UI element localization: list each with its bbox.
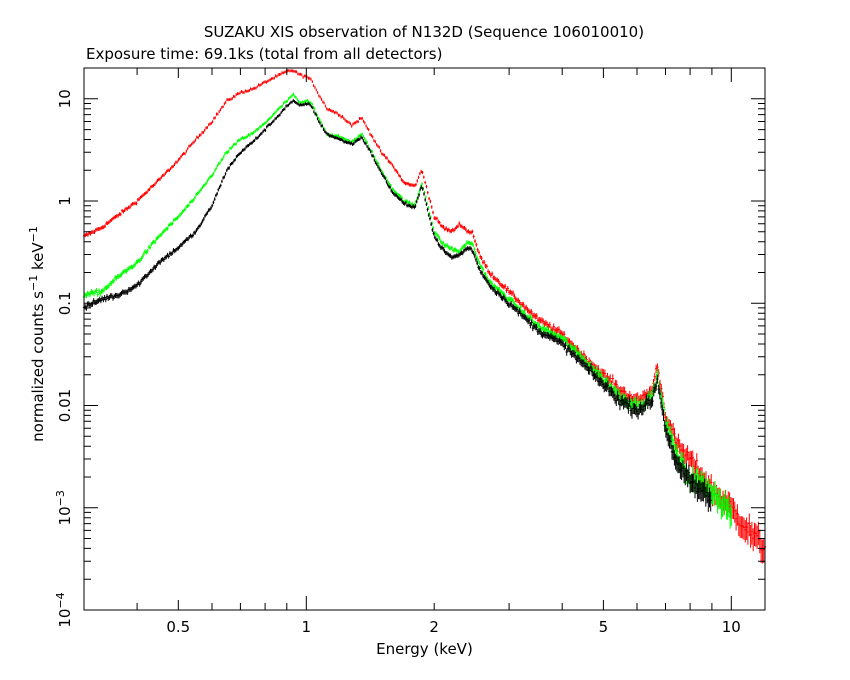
plot-frame (83, 67, 766, 611)
axis-ticks (83, 67, 765, 611)
y-axis-label-sup2: −1 (27, 226, 40, 242)
y-tick-label-base: 10 (56, 506, 74, 525)
y-tick-label: 10−3 (54, 490, 74, 525)
y-tick-label-base: 10 (56, 89, 74, 108)
series-layer (82, 69, 767, 564)
chart-subtitle: Exposure time: 69.1ks (total from all de… (86, 45, 443, 63)
x-tick-label: 0.5 (166, 618, 190, 636)
y-tick-label: 0.1 (56, 291, 74, 315)
y-axis-label-sup1: −1 (27, 275, 40, 291)
x-tick-label: 5 (599, 618, 609, 636)
y-tick-label: 10 (56, 89, 74, 108)
y-axis-label-prefix: normalized counts s (29, 291, 47, 442)
y-axis-label-middle: keV (29, 242, 47, 275)
y-tick-label: 1 (56, 196, 74, 206)
series-error-bars (83, 69, 767, 564)
x-axis-label: Energy (keV) (376, 640, 473, 658)
tick-layer (83, 67, 765, 611)
data-series (83, 69, 767, 564)
x-tick-label: 1 (302, 618, 312, 636)
y-tick-label-base: 1 (56, 196, 74, 206)
x-tick-label: 2 (429, 618, 439, 636)
y-tick-label-base: 0.1 (56, 291, 74, 315)
y-tick-label-exponent: −4 (54, 592, 67, 608)
chart-title: SUZAKU XIS observation of N132D (Sequenc… (203, 23, 645, 41)
y-tick-label: 10−4 (54, 592, 74, 627)
y-axis-label: normalized counts s−1 keV−1 (27, 226, 47, 442)
y-tick-label-base: 0.01 (56, 389, 74, 422)
x-tick-label: 10 (722, 618, 741, 636)
y-tick-label: 0.01 (56, 389, 74, 422)
y-tick-label-exponent: −3 (54, 490, 67, 506)
y-tick-label-base: 10 (56, 609, 74, 628)
